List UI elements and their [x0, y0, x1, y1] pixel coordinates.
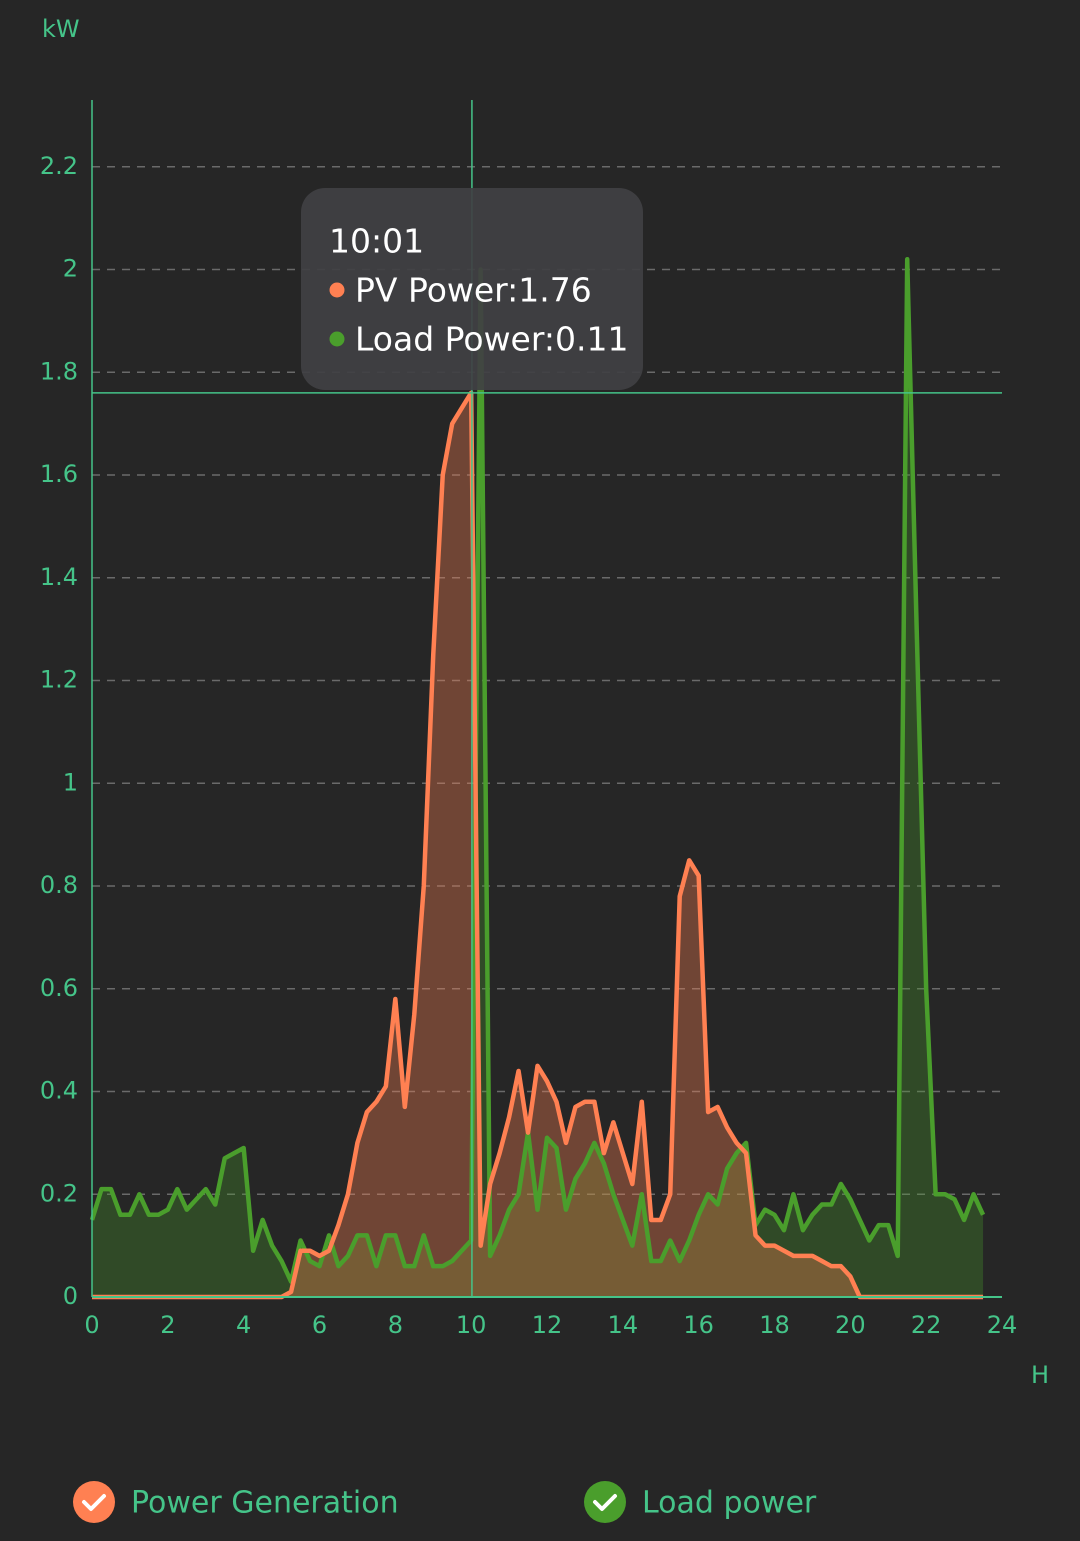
y-tick-label: 0.6: [40, 974, 78, 1002]
y-tick-label: 1.6: [40, 460, 78, 488]
y-unit: kW: [42, 15, 80, 43]
y-tick-label: 0.8: [40, 871, 78, 899]
x-tick-label: 18: [759, 1311, 790, 1339]
tooltip-line: PV Power:1.76: [355, 271, 592, 310]
y-tick-label: 0.2: [40, 1179, 78, 1207]
x-tick-label: 24: [987, 1311, 1018, 1339]
tooltip-dot: [329, 331, 345, 347]
area-fill: [92, 392, 984, 1297]
x-tick-label: 14: [608, 1311, 639, 1339]
legend-item[interactable]: Power Generation: [73, 1481, 399, 1523]
y-tick-label: 0: [63, 1282, 78, 1310]
x-tick-label: 6: [312, 1311, 327, 1339]
y-tick-label: 1.8: [40, 357, 78, 385]
legend-icon: [584, 1481, 626, 1523]
tooltip-line: Load Power:0.11: [355, 320, 628, 359]
x-tick-label: 4: [236, 1311, 251, 1339]
y-tick-label: 1.2: [40, 666, 78, 694]
x-tick-label: 8: [388, 1311, 403, 1339]
line: [89, 257, 986, 1284]
x-unit: H: [1031, 1361, 1049, 1389]
legend-icon: [73, 1481, 115, 1523]
x-tick-label: 2: [160, 1311, 175, 1339]
legend-item[interactable]: Load power: [584, 1481, 817, 1523]
y-tick-label: 2.2: [40, 152, 78, 180]
x-tick-label: 16: [683, 1311, 714, 1339]
x-tick-label: 0: [84, 1311, 99, 1339]
x-tick-label: 10: [456, 1311, 487, 1339]
y-tick-label: 1.4: [40, 563, 78, 591]
legend-label: Load power: [642, 1486, 817, 1521]
x-tick-label: 22: [911, 1311, 942, 1339]
x-tick-label: 12: [532, 1311, 563, 1339]
y-tick-label: 1: [63, 768, 78, 796]
legend-check: [593, 1494, 617, 1511]
tooltip-box: [301, 188, 643, 390]
legend-label: Power Generation: [131, 1486, 399, 1521]
legend-check: [82, 1494, 106, 1511]
y-tick-label: 2: [63, 255, 78, 283]
y-tick-label: 0.4: [40, 1077, 78, 1105]
tooltip-dot: [329, 282, 345, 298]
tooltip-title: 10:01: [329, 222, 424, 261]
x-tick-label: 20: [835, 1311, 866, 1339]
